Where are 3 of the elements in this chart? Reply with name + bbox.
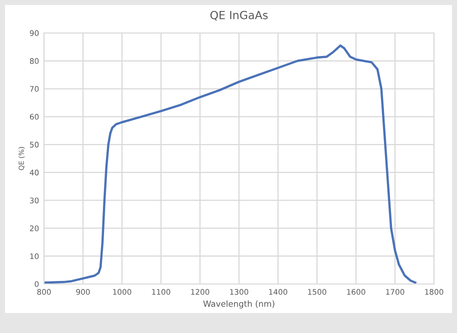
chart-title: QE InGaAs — [210, 10, 268, 21]
line-series — [44, 44, 416, 284]
x-axis-title: Wavelength (nm) — [203, 300, 274, 308]
